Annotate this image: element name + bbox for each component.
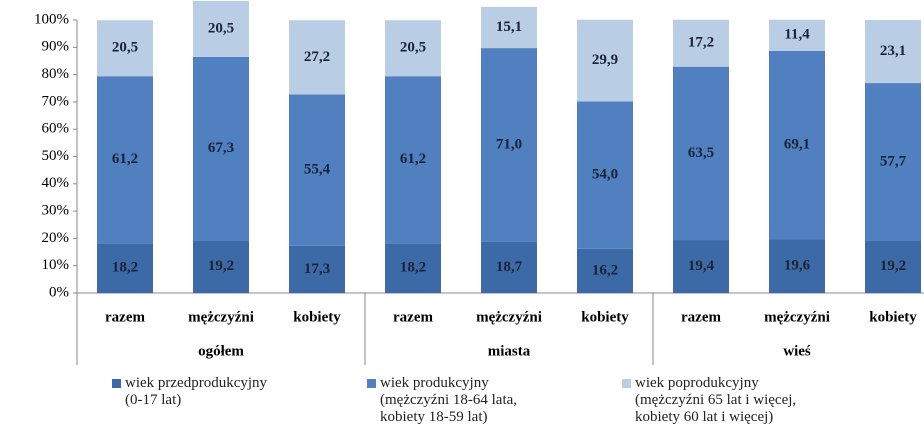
chart: 0% 10% 20% 30% 40% 50% 60% 70% 80% 90% 100% 18,2 61,… [34, 0, 924, 365]
bar-segment [769, 239, 825, 293]
data-label: 19,4 [688, 258, 715, 274]
bar-segment [385, 243, 441, 293]
data-label: 61,2 [112, 151, 138, 167]
data-label: 63,5 [688, 145, 714, 161]
legend-swatch [112, 379, 121, 388]
bar-segment [769, 19, 825, 51]
bar-segment [193, 0, 249, 57]
y-tick-label: 90% [42, 39, 70, 55]
data-label: 20,5 [112, 40, 138, 56]
data-label: 18,7 [496, 259, 523, 275]
x-tick-label: mężczyźni [476, 309, 542, 325]
bar-segment [193, 240, 249, 293]
data-label: 27,2 [304, 49, 330, 65]
data-label: 16,2 [592, 262, 618, 278]
data-label: 20,5 [208, 20, 234, 36]
bar-segment [97, 243, 153, 293]
legend-swatch [367, 379, 376, 388]
x-tick-label: razem [105, 309, 145, 325]
bar-segment [289, 94, 345, 246]
x-tick-label: razem [681, 309, 721, 325]
legend-item: wiek produkcyjny (mężczyźni 18-64 lata, … [367, 375, 622, 426]
bar-segment [865, 240, 921, 293]
legend-item: wiek przedprodukcyjny (0-17 lat) [112, 375, 367, 426]
bar-segment [289, 20, 345, 95]
x-tick-label: mężczyźni [764, 309, 830, 325]
x-tick-label: kobiety [293, 309, 341, 325]
data-label: 17,2 [688, 35, 714, 51]
bar-segment [673, 19, 729, 67]
bar-segment [865, 83, 921, 241]
data-label: 20,5 [400, 40, 426, 56]
bar-segment [577, 248, 633, 293]
bar-segment [673, 66, 729, 241]
x-tick-label: kobiety [869, 309, 917, 325]
bar-segment [385, 76, 441, 244]
bar-segment [481, 6, 537, 49]
legend-label: wiek przedprodukcyjny (0-17 lat) [125, 375, 268, 408]
data-label: 29,9 [592, 52, 618, 68]
data-label: 19,6 [784, 258, 811, 274]
legend-label: wiek poprodukcyjny (mężczyźni 65 lat i w… [635, 375, 797, 425]
data-label: 69,1 [784, 137, 810, 153]
data-label: 19,2 [208, 258, 234, 274]
data-label: 55,4 [304, 162, 331, 178]
legend-label: wiek produkcyjny (mężczyźni 18-64 lata, … [380, 375, 518, 425]
bar-segment [385, 20, 441, 77]
y-tick-label: 70% [42, 93, 70, 109]
data-label: 17,3 [304, 261, 330, 277]
group-label: wieś [783, 343, 811, 359]
data-label: 67,3 [208, 140, 234, 156]
bar-segment [97, 20, 153, 77]
bar-segment [673, 240, 729, 293]
data-label: 57,7 [880, 153, 907, 169]
legend: wiek przedprodukcyjny (0-17 lat) wiek pro… [112, 375, 882, 426]
bar-segment [577, 101, 633, 249]
legend-item: wiek poprodukcyjny (mężczyźni 65 lat i w… [622, 375, 882, 426]
bar-segment [577, 19, 633, 102]
group-label: ogółem [198, 343, 244, 359]
bar-segment [193, 56, 249, 241]
y-tick-label: 20% [42, 230, 70, 246]
group-label: miasta [488, 343, 531, 359]
data-label: 61,2 [400, 151, 426, 167]
data-label: 23,1 [880, 43, 906, 59]
y-tick-label: 60% [42, 121, 70, 137]
data-label: 18,2 [400, 260, 426, 276]
data-label: 19,2 [880, 258, 906, 274]
x-tick-label: mężczyźni [188, 309, 254, 325]
y-tick-label: 50% [42, 148, 70, 164]
y-tick-label: 40% [42, 175, 70, 191]
data-label: 15,1 [496, 19, 522, 35]
bar-segment [289, 245, 345, 293]
bar-segment [769, 50, 825, 240]
bar-segment [97, 76, 153, 244]
data-label: 11,4 [784, 27, 810, 43]
y-tick-label: 80% [42, 66, 70, 82]
bar-segment [481, 48, 537, 242]
y-tick-label: 0% [49, 284, 69, 300]
x-tick-label: razem [393, 309, 433, 325]
bar-segment [481, 241, 537, 293]
legend-swatch [622, 379, 631, 388]
x-tick-label: kobiety [581, 309, 629, 325]
data-label: 71,0 [496, 136, 522, 152]
y-tick-label: 10% [42, 257, 70, 273]
data-label: 18,2 [112, 260, 138, 276]
data-label: 54,0 [592, 167, 618, 183]
y-tick-label: 100% [34, 11, 69, 27]
y-tick-label: 30% [42, 203, 70, 219]
bar-segment [865, 20, 921, 84]
